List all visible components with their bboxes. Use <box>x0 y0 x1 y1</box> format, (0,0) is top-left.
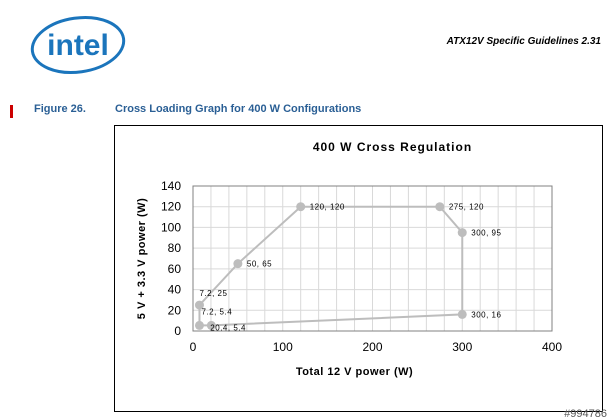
data-label: 300, 16 <box>471 310 501 319</box>
change-bar <box>10 105 13 118</box>
y-tick-label: 0 <box>174 324 181 338</box>
data-label: 20.4, 5.4 <box>210 323 246 332</box>
data-point <box>233 259 243 269</box>
y-tick-label: 120 <box>161 200 181 214</box>
data-label: 50, 65 <box>247 260 272 269</box>
plot-area <box>192 185 553 332</box>
x-tick-label: 0 <box>190 340 197 354</box>
logo-text: intel <box>47 29 109 62</box>
x-axis-label: Total 12 V power (W) <box>296 366 413 378</box>
figure-caption: Cross Loading Graph for 400 W Configurat… <box>115 103 362 115</box>
x-tick-label: 300 <box>452 340 472 354</box>
y-tick-label: 80 <box>168 241 182 255</box>
data-point <box>435 202 445 212</box>
document-title: ATX12V Specific Guidelines 2.31 <box>446 36 601 47</box>
data-point <box>457 228 467 238</box>
x-tick-label: 400 <box>542 340 562 354</box>
x-tick-label: 100 <box>273 340 293 354</box>
chart-frame: 400 W Cross Regulation 0 20 40 60 80 100 120 140… <box>114 125 603 412</box>
y-tick-label: 40 <box>168 283 182 297</box>
y-tick-label: 100 <box>161 220 181 234</box>
data-point <box>194 320 204 330</box>
y-tick-label: 20 <box>168 303 182 317</box>
data-point <box>457 309 467 319</box>
y-tick-label: 60 <box>168 262 182 276</box>
data-point <box>296 202 306 212</box>
data-label: 7.2, 5.4 <box>201 307 232 316</box>
intel-logo: intel <box>28 12 128 78</box>
y-axis-label: 5 V + 3.3 V power (W) <box>136 198 148 319</box>
data-point <box>206 320 216 330</box>
chart-title: 400 W Cross Regulation <box>313 140 472 154</box>
data-label: 275, 120 <box>449 203 484 212</box>
y-tick-label: 140 <box>161 179 181 193</box>
data-point <box>194 300 204 310</box>
data-label: 120, 120 <box>310 203 345 212</box>
data-label: 7.2, 25 <box>199 289 227 298</box>
figure-number: Figure 26. <box>34 103 86 115</box>
cross-regulation-chart: 400 W Cross Regulation 0 20 40 60 80 100 120 140… <box>136 140 562 378</box>
watermark: #994786 <box>564 408 607 420</box>
x-tick-label: 200 <box>362 340 382 354</box>
data-label: 300, 95 <box>471 229 501 238</box>
